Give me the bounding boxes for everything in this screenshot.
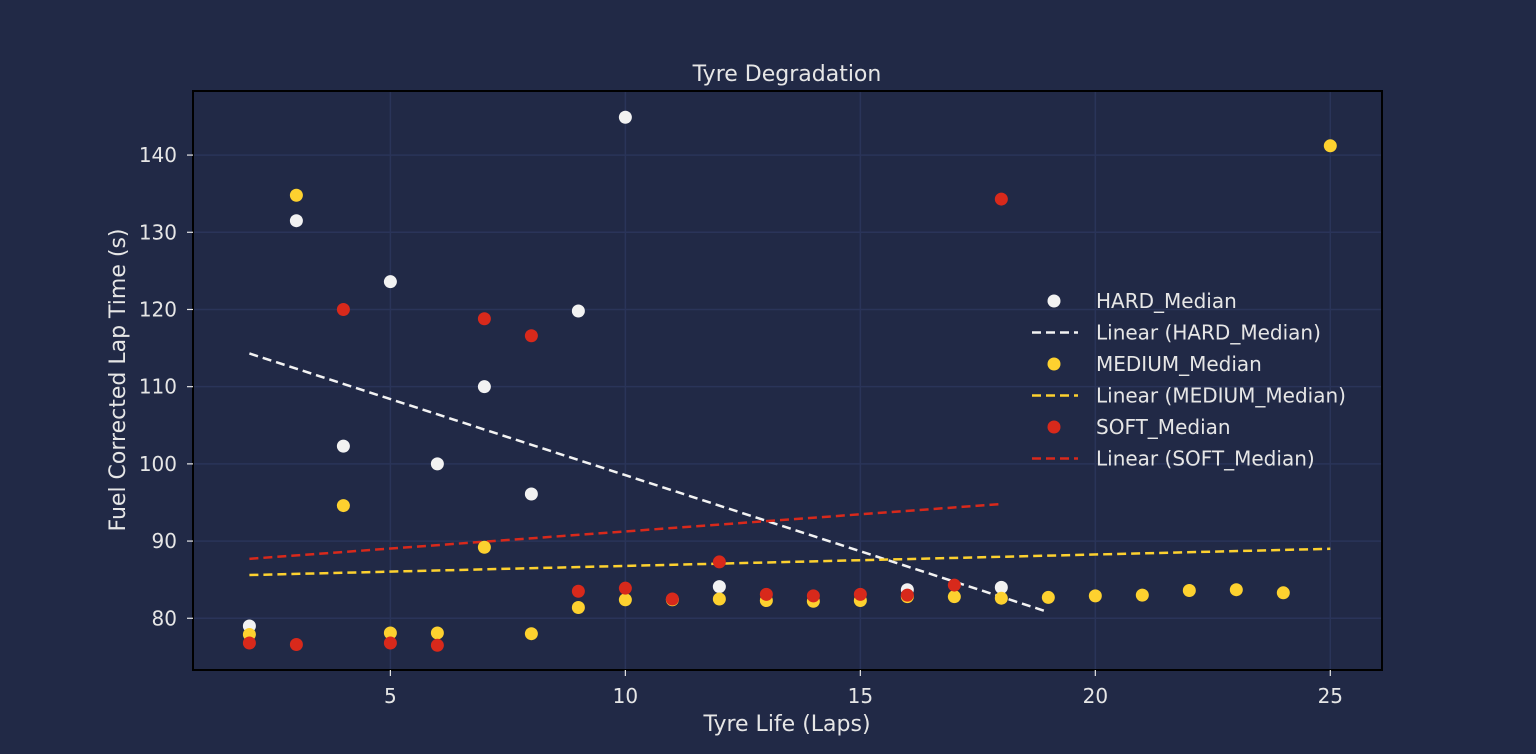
medium-median-point: [1229, 583, 1243, 597]
medium-median-point: [1182, 583, 1196, 597]
soft-median-point: [900, 588, 914, 602]
chart-title: Tyre Degradation: [692, 62, 882, 87]
hard-median-point: [524, 487, 538, 501]
medium-median-point: [1276, 586, 1290, 600]
y-tick-label: 100: [139, 452, 177, 476]
y-tick-label: 110: [139, 375, 177, 399]
soft-median-point: [477, 312, 491, 326]
medium-median-point: [336, 499, 350, 513]
medium-median-point: [289, 188, 303, 202]
soft-median-point: [994, 192, 1008, 206]
x-axis-ticks: 5 10 15 20 25: [384, 670, 1343, 708]
legend-label-medium-median: MEDIUM_Median: [1096, 352, 1262, 376]
soft-median-point: [853, 587, 867, 601]
medium-median-point: [947, 590, 961, 604]
medium-median-point: [1323, 139, 1337, 153]
y-tick-label: 130: [139, 220, 177, 244]
medium-median-point: [1041, 590, 1055, 604]
soft-median-point: [336, 302, 350, 316]
legend-marker-hard-median: [1047, 294, 1061, 308]
x-tick-label: 15: [848, 684, 873, 708]
y-tick-label: 120: [139, 297, 177, 321]
medium-median-point: [994, 591, 1008, 605]
plot-frame: [192, 90, 1383, 671]
x-axis-label: Tyre Life (Laps): [702, 712, 870, 737]
soft-median-point: [665, 592, 679, 606]
legend-label-linear-soft-median: Linear (SOFT_Median): [1096, 447, 1315, 471]
soft-median-point: [524, 329, 538, 343]
soft-median-point: [430, 638, 444, 652]
legend-marker-soft-median: [1047, 420, 1061, 434]
medium-median-point: [712, 592, 726, 606]
soft-median-point: [289, 638, 303, 652]
soft-median-point: [571, 584, 585, 598]
grid-lines: [193, 91, 1382, 670]
data-points: [242, 110, 1337, 652]
legend-marker-medium-median: [1047, 357, 1061, 371]
hard-median-point: [336, 439, 350, 453]
hard-median-point: [571, 304, 585, 318]
medium-median-point: [383, 626, 397, 640]
hard-median-point: [712, 580, 726, 594]
medium-median-point: [618, 593, 632, 607]
soft-median-point: [759, 587, 773, 601]
hard-median-point: [994, 580, 1008, 594]
hard-median-point: [477, 380, 491, 394]
y-tick-label: 140: [139, 143, 177, 167]
y-axis-ticks: 80 90 100 110 120 130 140: [139, 143, 193, 630]
soft-median-point: [618, 581, 632, 595]
x-tick-label: 25: [1318, 684, 1343, 708]
hard-median-point: [383, 275, 397, 289]
x-tick-label: 5: [384, 684, 397, 708]
legend-label-hard-median: HARD_Median: [1096, 289, 1237, 313]
legend-label-linear-hard-median: Linear (HARD_Median): [1096, 321, 1321, 345]
trend-lines: [249, 352, 1331, 614]
legend-label-soft-median: SOFT_Median: [1096, 415, 1231, 439]
hard-median-point: [289, 214, 303, 228]
medium-median-point: [571, 600, 585, 614]
medium-median-point: [524, 627, 538, 641]
hard-median-point: [618, 110, 632, 124]
soft-median-point: [712, 555, 726, 569]
legend-label-linear-medium-median: Linear (MEDIUM_Median): [1096, 384, 1346, 408]
medium-median-point: [477, 540, 491, 554]
soft-median-point: [383, 636, 397, 650]
linear-medium-median-trend-line: [249, 547, 1331, 577]
y-axis-label: Fuel Corrected Lap Time (s): [106, 229, 131, 532]
x-tick-label: 20: [1083, 684, 1108, 708]
medium-median-point: [430, 626, 444, 640]
y-tick-label: 90: [152, 529, 177, 553]
soft-median-point: [947, 578, 961, 592]
soft-median-point: [242, 636, 256, 650]
soft-median-point: [806, 589, 820, 603]
medium-median-point: [1135, 588, 1149, 602]
x-tick-label: 10: [613, 684, 638, 708]
hard-median-point: [430, 457, 444, 471]
medium-median-point: [1088, 589, 1102, 603]
y-tick-label: 80: [152, 606, 177, 630]
legend: HARD_Median Linear (HARD_Median) MEDIUM_Me…: [1032, 289, 1346, 471]
